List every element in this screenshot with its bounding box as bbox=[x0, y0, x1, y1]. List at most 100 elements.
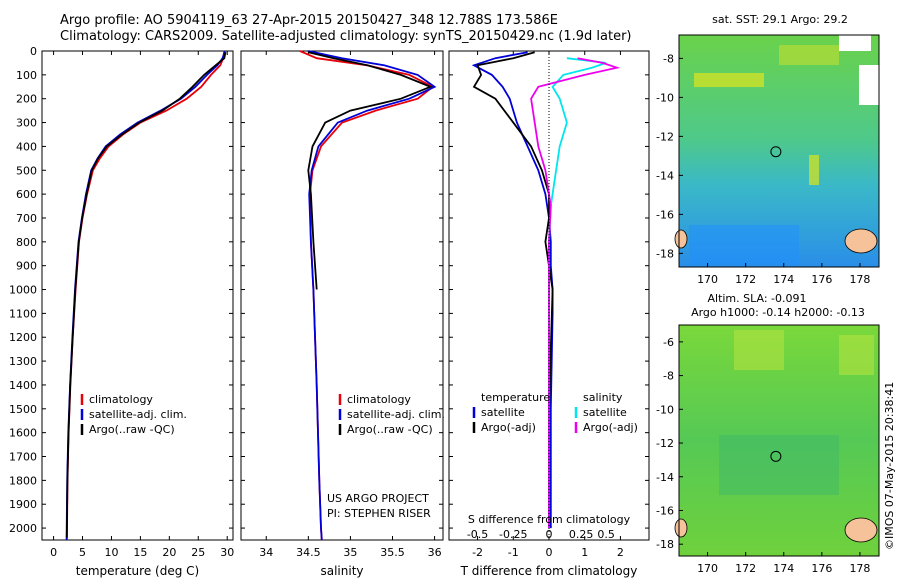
temperature-xtick-label: 15 bbox=[133, 546, 147, 559]
s-diff-axis-label: S difference from climatology bbox=[468, 513, 631, 526]
sla_map-xtick-label: 170 bbox=[697, 562, 718, 575]
differences-xtick-label: 0 bbox=[546, 546, 553, 559]
warm-patch bbox=[779, 45, 839, 65]
salinity-series-line bbox=[307, 51, 433, 290]
differences-series-line bbox=[472, 51, 554, 529]
project-annotation: US ARGO PROJECT bbox=[327, 492, 429, 505]
legend-group-temperature: temperature bbox=[481, 391, 550, 404]
differences-xlabel: T difference from climatology bbox=[460, 564, 638, 578]
float-position-marker bbox=[770, 450, 782, 462]
sst_map-ytick-label: -18 bbox=[656, 247, 674, 260]
sst_map-ytick-label: -16 bbox=[656, 208, 674, 221]
temperature-xtick-label: 25 bbox=[191, 546, 205, 559]
temperature-xtick-label: 5 bbox=[79, 546, 86, 559]
depth-tick-label: 600 bbox=[16, 188, 37, 201]
warm-patch bbox=[694, 73, 764, 87]
differences-xtick-label: -1 bbox=[508, 546, 519, 559]
temperature-series-line bbox=[65, 52, 227, 538]
s-diff-tick-label: 0 bbox=[546, 528, 553, 541]
s-diff-tick-label: -0.25 bbox=[499, 528, 527, 541]
sst_map-ytick-label: -10 bbox=[656, 91, 674, 104]
salinity-xtick-label: 34 bbox=[259, 546, 273, 559]
sst_map-ytick-label: -14 bbox=[656, 169, 674, 182]
island-shape bbox=[844, 517, 878, 543]
sst_map-xtick-label: 178 bbox=[849, 273, 870, 286]
depth-tick-label: 1100 bbox=[9, 307, 37, 320]
no-data-gap bbox=[859, 65, 879, 105]
sst_map-xtick-label: 172 bbox=[735, 273, 756, 286]
s-diff-tick-label: -0.5 bbox=[467, 528, 488, 541]
island-shape bbox=[674, 518, 688, 538]
diff-legend-label: Argo(-adj) bbox=[583, 421, 638, 434]
sla_map: 170 172 174 176 178 -6 -8 -10 -12 -14 -16 -18 bbox=[656, 324, 880, 575]
depth-tick-label: 1500 bbox=[9, 403, 37, 416]
float-position-marker bbox=[770, 146, 782, 158]
sst_map-ytick-label: -8 bbox=[663, 52, 674, 65]
depth-tick-label: 1600 bbox=[9, 427, 37, 440]
salinity-legend-label: Argo(..raw -QC) bbox=[347, 423, 433, 436]
sla-map-title-line1: Altim. SLA: -0.091 bbox=[707, 292, 806, 305]
salinity-panel: 34 34.5 35 35.5 36 salinity bbox=[240, 50, 444, 578]
sla_map-ytick-label: -8 bbox=[663, 370, 674, 383]
island-shape bbox=[674, 229, 688, 249]
temperature-xtick-label: 10 bbox=[104, 546, 118, 559]
sla_map-ytick-label: -12 bbox=[656, 437, 674, 450]
salinity-xtick-label: 35.5 bbox=[380, 546, 405, 559]
differences-series-line bbox=[530, 57, 621, 529]
sla-high-patch bbox=[839, 335, 874, 375]
sla_map-xtick-label: 174 bbox=[773, 562, 794, 575]
sla-high-patch bbox=[734, 330, 784, 370]
depth-tick-label: 400 bbox=[16, 140, 37, 153]
sla_map-ytick-label: -16 bbox=[656, 504, 674, 517]
island-shape bbox=[844, 228, 878, 254]
sla_map-frame bbox=[678, 324, 880, 557]
plot-title-line1: Argo profile: AO 5904119_63 27-Apr-2015 … bbox=[60, 13, 558, 28]
no-data-gap bbox=[839, 35, 871, 51]
depth-tick-label: 1300 bbox=[9, 355, 37, 368]
depth-tick-label: 800 bbox=[16, 236, 37, 249]
depth-tick-label: 300 bbox=[16, 117, 37, 130]
temperature-xlabel: temperature (deg C) bbox=[76, 564, 199, 578]
warm-patch bbox=[809, 155, 819, 185]
sst_map-ytick-label: -12 bbox=[656, 130, 674, 143]
diff-legend-label: satellite bbox=[583, 406, 627, 419]
depth-tick-label: 500 bbox=[16, 164, 37, 177]
salinity-xtick-label: 36 bbox=[428, 546, 442, 559]
cool-patch bbox=[689, 225, 799, 265]
diff-legend-label: satellite bbox=[481, 406, 525, 419]
sla_map-ytick-label: -18 bbox=[656, 538, 674, 551]
depth-tick-label: 200 bbox=[16, 93, 37, 106]
depth-tick-label: 1700 bbox=[9, 451, 37, 464]
salinity-xlabel: salinity bbox=[320, 564, 363, 578]
differences-xtick-label: 2 bbox=[617, 546, 624, 559]
sla-low-patch bbox=[719, 435, 839, 495]
diff-legend-label: Argo(-adj) bbox=[481, 421, 536, 434]
depth-tick-label: 1800 bbox=[9, 474, 37, 487]
plot-title-line2: Climatology: CARS2009. Satellite-adjuste… bbox=[60, 29, 632, 44]
depth-tick-label: 2000 bbox=[9, 522, 37, 535]
pi-annotation: PI: STEPHEN RISER bbox=[327, 507, 431, 520]
sla_map-xtick-label: 172 bbox=[735, 562, 756, 575]
sst-map-title: sat. SST: 29.1 Argo: 29.2 bbox=[712, 13, 848, 26]
sst_map: 170 172 174 176 178 -8 -10 -12 -14 -16 -18 bbox=[656, 34, 880, 286]
temperature-legend-label: Argo(..raw -QC) bbox=[89, 423, 175, 436]
depth-tick-label: 900 bbox=[16, 260, 37, 273]
depth-tick-label: 1000 bbox=[9, 284, 37, 297]
depth-tick-label: 700 bbox=[16, 212, 37, 225]
temperature-xtick-label: 20 bbox=[162, 546, 176, 559]
salinity-plot-frame bbox=[240, 50, 444, 541]
sst_map-xtick-label: 170 bbox=[697, 273, 718, 286]
depth-tick-label: 1900 bbox=[9, 498, 37, 511]
depth-tick-label: 0 bbox=[30, 45, 37, 58]
differences-xtick-label: 1 bbox=[581, 546, 588, 559]
temperature-xtick-label: 30 bbox=[220, 546, 234, 559]
sla_map-xtick-label: 176 bbox=[811, 562, 832, 575]
s-diff-tick-label: 0.25 bbox=[569, 528, 594, 541]
sst_map-xtick-label: 176 bbox=[811, 273, 832, 286]
salinity-legend-label: climatology bbox=[347, 393, 411, 406]
legend-group-salinity: salinity bbox=[583, 391, 623, 404]
temperature-legend-label: climatology bbox=[89, 393, 153, 406]
temperature-panel: 0 5 10 15 20 25 300100200300400500600700800900… bbox=[9, 45, 234, 578]
sla_map-ytick-label: -6 bbox=[663, 336, 674, 349]
